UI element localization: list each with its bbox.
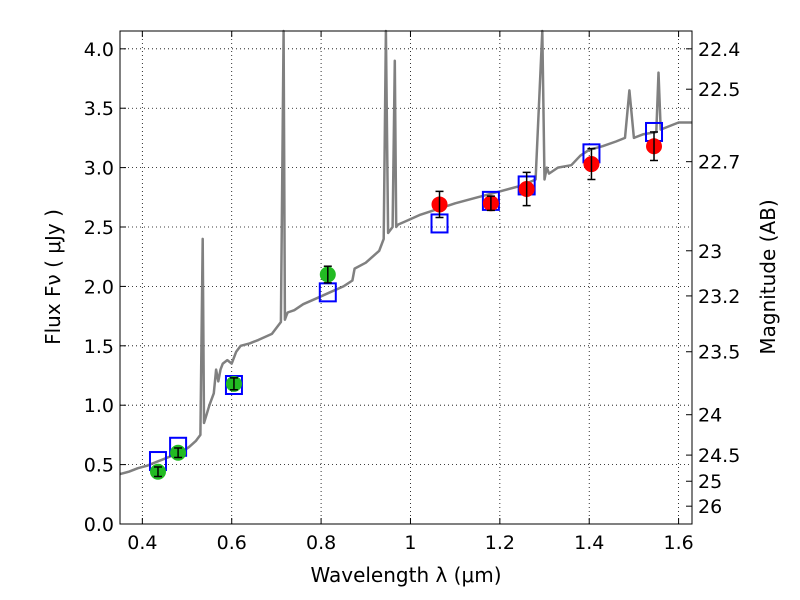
right-tick-label: 23.2 xyxy=(698,286,740,308)
y-tick-label: 0.5 xyxy=(84,455,114,477)
axis-ticks: 0.4 0.6 0.8 1 1.2 1.4 1.6 0.0 0.5 1.0 1.5 2.0 2.5 3.0… xyxy=(84,31,740,554)
plot-frame xyxy=(119,30,693,525)
y-axis-title: Flux Fν ( μJy ) xyxy=(41,209,65,345)
right-tick-label: 22.7 xyxy=(698,152,740,174)
spectrum-series xyxy=(119,29,692,476)
right-tick-label: 23 xyxy=(698,241,722,263)
y-tick-label: 1.0 xyxy=(84,395,114,417)
right-axis-title: Magnitude (AB) xyxy=(756,199,780,354)
y-tick-label: 2.0 xyxy=(84,276,114,298)
y-tick-label: 0.0 xyxy=(84,514,114,536)
right-tick-label: 22.5 xyxy=(698,79,740,101)
y-tick-label: 3.5 xyxy=(84,98,114,120)
right-tick-label: 23.5 xyxy=(698,342,740,364)
spectrum-line xyxy=(119,29,692,476)
y-tick-label: 3.0 xyxy=(84,158,114,180)
x-tick-label: 0.6 xyxy=(217,532,247,554)
photometry-markers xyxy=(148,121,664,480)
y-tick-label: 4.0 xyxy=(84,39,114,61)
x-tick-label: 1 xyxy=(404,532,416,554)
x-tick-label: 1.2 xyxy=(485,532,515,554)
x-tick-label: 0.4 xyxy=(127,532,157,554)
right-tick-label: 22.4 xyxy=(698,39,740,61)
right-tick-label: 26 xyxy=(698,496,722,518)
x-tick-label: 0.8 xyxy=(306,532,336,554)
y-tick-label: 1.5 xyxy=(84,336,114,358)
right-tick-label: 24.5 xyxy=(698,445,740,467)
x-axis-title: Wavelength λ (μm) xyxy=(310,563,501,587)
y-tick-label: 2.5 xyxy=(84,217,114,239)
x-tick-label: 1.6 xyxy=(663,532,693,554)
right-tick-label: 25 xyxy=(698,471,722,493)
x-tick-label: 1.4 xyxy=(574,532,604,554)
right-tick-label: 24 xyxy=(698,405,722,427)
